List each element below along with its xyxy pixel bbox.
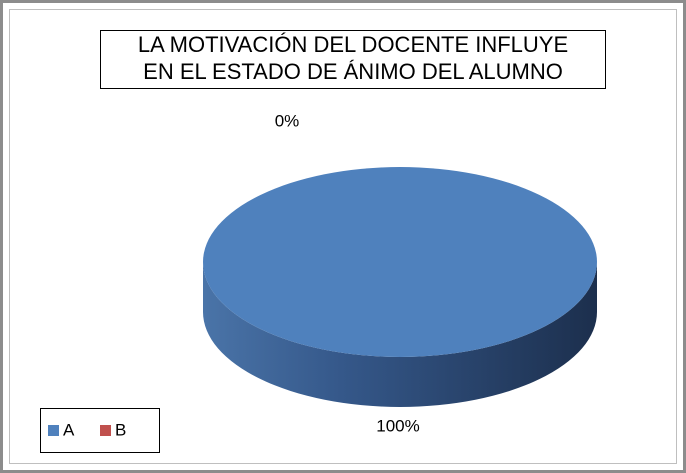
data-label: 0% <box>275 111 300 130</box>
legend-label: B <box>115 420 126 439</box>
chart-title: LA MOTIVACIÓN DEL DOCENTE INFLUYE <box>138 32 568 57</box>
legend-label: A <box>63 420 75 439</box>
pie-slice <box>203 167 597 407</box>
title-box <box>100 30 606 89</box>
legend-swatch <box>48 425 59 436</box>
slice-top <box>203 167 597 357</box>
slice-side <box>203 262 597 407</box>
data-label: 100% <box>376 416 419 435</box>
legend-swatch <box>100 425 111 436</box>
chart-title: EN EL ESTADO DE ÁNIMO DEL ALUMNO <box>143 59 563 84</box>
